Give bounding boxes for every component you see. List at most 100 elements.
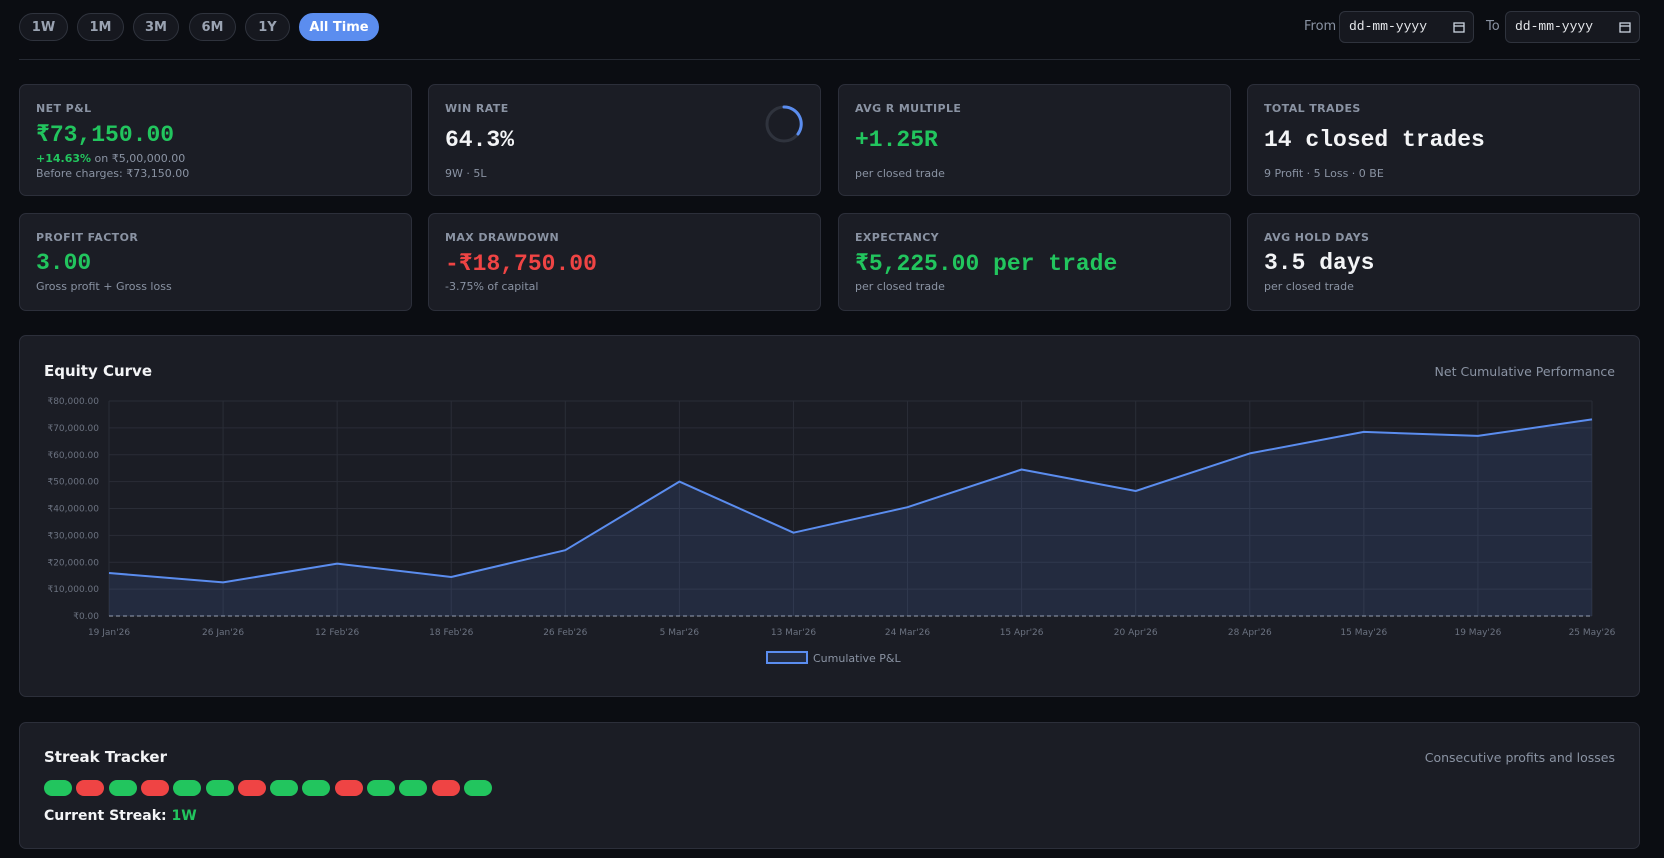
streak-pill — [140, 780, 169, 796]
stat-label: MAX DRAWDOWN — [445, 231, 560, 244]
streak-pill — [173, 780, 202, 796]
streak-pill — [44, 780, 72, 796]
streak-pill — [431, 780, 460, 796]
streak-pill — [108, 780, 137, 796]
stat-value: 64.3% — [445, 127, 515, 153]
stat-card: TOTAL TRADES 14 closed trades 9 Profit · 5… — [1247, 84, 1640, 196]
x-tick-label: 15 Apr'26 — [1000, 628, 1044, 638]
range-button[interactable]: All Time — [299, 13, 379, 41]
y-tick-label: ₹80,000.00 — [47, 397, 99, 407]
from-placeholder: dd-mm-yyyy — [1349, 19, 1428, 34]
streak-pill — [76, 780, 105, 796]
stat-note: 9W · 5L — [445, 167, 487, 180]
equity-chart: ₹0.00 ₹10,000.00 ₹20,000.00 ₹30,000.00 ₹40,0… — [47, 397, 1616, 665]
x-tick-label: 24 Mar'26 — [885, 628, 930, 638]
x-tick-label: 26 Jan'26 — [202, 628, 244, 638]
stat-card: MAX DRAWDOWN -₹18,750.00 -3.75% of capital — [428, 213, 821, 311]
x-tick-label: 5 Mar'26 — [660, 628, 700, 638]
range-button[interactable]: 3M — [133, 13, 179, 41]
loading-spinner — [765, 105, 803, 143]
streak-pill — [367, 780, 395, 796]
equity-panel: Equity Curve Net Cumulative Performance … — [19, 335, 1640, 697]
line — [108, 418, 1593, 584]
divider — [19, 59, 1640, 60]
range-button[interactable]: 1Y — [245, 13, 290, 41]
current-streak-value: 1W — [171, 808, 197, 824]
streak-pill — [463, 780, 492, 796]
stat-card: PROFIT FACTOR 3.00 Gross profit + Gross lo… — [19, 213, 412, 311]
stat-card: AVG R MULTIPLE +1.25R per closed trade — [838, 84, 1231, 196]
stat-label: AVG R MULTIPLE — [855, 102, 962, 115]
from-date[interactable]: dd-mm-yyyy — [1339, 11, 1474, 43]
stat-label: EXPECTANCY — [855, 231, 940, 244]
x-tick-label: 15 May'26 — [1340, 628, 1387, 638]
stat-label: NET P&L — [36, 102, 92, 115]
current-streak-label: Current Streak: — [44, 808, 167, 824]
x-tick-label: 13 Mar'26 — [771, 628, 816, 638]
y-tick-label: ₹30,000.00 — [47, 531, 99, 541]
chart-subtitle: Net Cumulative Performance — [1434, 364, 1615, 379]
stat-value: 14 closed trades — [1264, 127, 1485, 153]
x-tick-label: 20 Apr'26 — [1114, 628, 1158, 638]
change-value: +14.63% — [36, 152, 92, 165]
y-tick-label: ₹20,000.00 — [47, 558, 99, 568]
area — [109, 419, 1592, 616]
stat-note: 9 Profit · 5 Loss · 0 BE — [1264, 167, 1384, 180]
streak-pill — [334, 780, 363, 796]
stat-label: TOTAL TRADES — [1264, 102, 1361, 115]
to-date[interactable]: dd-mm-yyyy — [1505, 11, 1640, 43]
stat-label: WIN RATE — [445, 102, 509, 115]
streak-pill — [270, 780, 299, 796]
x-tick-label: 19 Jan'26 — [88, 628, 130, 638]
y-tick-label: ₹0.00 — [73, 612, 99, 622]
x-tick-label: 25 May'26 — [1569, 628, 1616, 638]
stat-note: per closed trade — [855, 280, 945, 293]
stat-change: +14.63% on ₹5,00,000.00 — [36, 152, 185, 165]
x-tick-label: 18 Feb'26 — [429, 628, 473, 638]
stat-card: WIN RATE 64.3% 9W · 5L — [428, 84, 821, 196]
stat-value: 3.5 days — [1264, 250, 1375, 276]
stat-note: Before charges: ₹73,150.00 — [36, 167, 190, 180]
x-tick-label: 19 May'26 — [1454, 628, 1501, 638]
y-tick-label: ₹50,000.00 — [47, 478, 99, 488]
legend-swatch — [766, 651, 808, 664]
streak-pill — [302, 780, 331, 796]
stat-value: 3.00 — [36, 250, 92, 276]
stat-note: per closed trade — [1264, 280, 1354, 293]
streak-panel: Streak Tracker Consecutive profits and l… — [19, 722, 1640, 849]
stat-note: Gross profit + Gross loss — [36, 280, 172, 293]
streak-pill — [237, 780, 266, 796]
stat-note: -3.75% of capital — [445, 280, 539, 293]
range-button[interactable]: 6M — [189, 13, 236, 41]
stat-card: AVG HOLD DAYS 3.5 days per closed trade — [1247, 213, 1640, 311]
chart-title: Equity Curve — [44, 362, 153, 380]
range-button[interactable]: 1M — [77, 13, 124, 41]
stat-note: per closed trade — [855, 167, 945, 180]
stat-value: ₹5,225.00 per trade — [855, 251, 1118, 277]
y-tick-label: ₹70,000.00 — [47, 424, 99, 434]
change-note: on ₹5,00,000.00 — [94, 152, 186, 165]
stat-card: NET P&L ₹73,150.00 +14.63% on ₹5,00,000.00… — [19, 84, 412, 196]
from-label: From — [1304, 19, 1337, 34]
x-tick-label: 26 Feb'26 — [543, 628, 587, 638]
to-placeholder: dd-mm-yyyy — [1515, 19, 1594, 34]
stat-card: EXPECTANCY ₹5,225.00 per trade per closed … — [838, 213, 1231, 311]
streak-pill — [399, 780, 428, 796]
current-streak: Current Streak: 1W — [44, 808, 197, 824]
stat-value: +1.25R — [855, 127, 938, 153]
x-tick-label: 28 Apr'26 — [1228, 628, 1272, 638]
y-tick-label: ₹40,000.00 — [47, 505, 99, 515]
calendar-icon — [1619, 22, 1631, 33]
range-button[interactable]: 1W — [19, 13, 68, 41]
calendar-icon — [1453, 22, 1465, 33]
y-tick-label: ₹10,000.00 — [47, 585, 99, 595]
stat-value: -₹18,750.00 — [445, 251, 597, 277]
y-tick-label: ₹60,000.00 — [47, 451, 99, 461]
stat-label: AVG HOLD DAYS — [1264, 231, 1370, 244]
streak-subtitle: Consecutive profits and losses — [1424, 750, 1615, 765]
stat-value: ₹73,150.00 — [36, 122, 175, 148]
stat-label: PROFIT FACTOR — [36, 231, 139, 244]
x-tick-label: 12 Feb'26 — [315, 628, 359, 638]
